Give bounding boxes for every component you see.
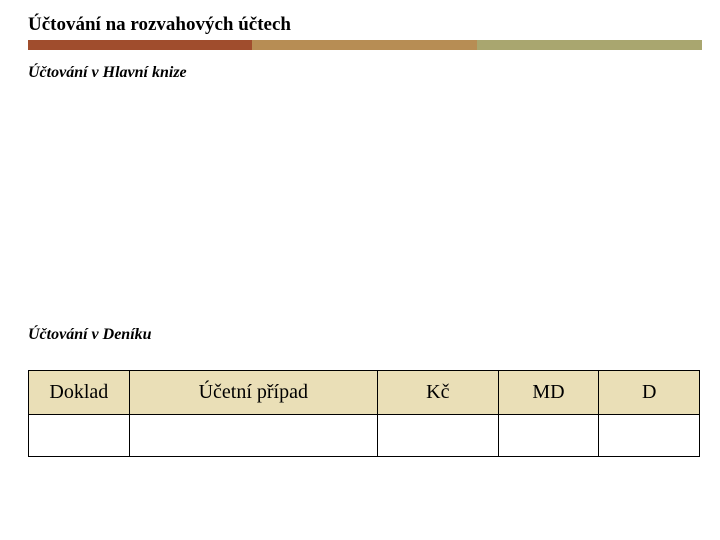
table-header-cell: MD (498, 371, 599, 415)
table-header-row: DokladÚčetní případKčMDD (29, 371, 700, 415)
table-cell (377, 415, 498, 457)
accent-bar (28, 40, 702, 50)
table-body (29, 415, 700, 457)
table-header-cell: D (599, 371, 700, 415)
table-cell (29, 415, 130, 457)
accent-bar-seg-2 (252, 40, 476, 50)
table-header-cell: Účetní případ (129, 371, 377, 415)
table-row (29, 415, 700, 457)
table-cell (498, 415, 599, 457)
accent-bar-seg-1 (28, 40, 252, 50)
accent-bar-seg-3 (477, 40, 702, 50)
table-cell (599, 415, 700, 457)
section-heading-ledger: Účtování v Hlavní knize (28, 64, 720, 82)
page-title: Účtování na rozvahových účtech (28, 14, 720, 36)
table-header-cell: Kč (377, 371, 498, 415)
table-header-cell: Doklad (29, 371, 130, 415)
section-heading-journal: Účtování v Deníku (28, 326, 720, 344)
table-cell (129, 415, 377, 457)
journal-table: DokladÚčetní případKčMDD (28, 370, 700, 457)
